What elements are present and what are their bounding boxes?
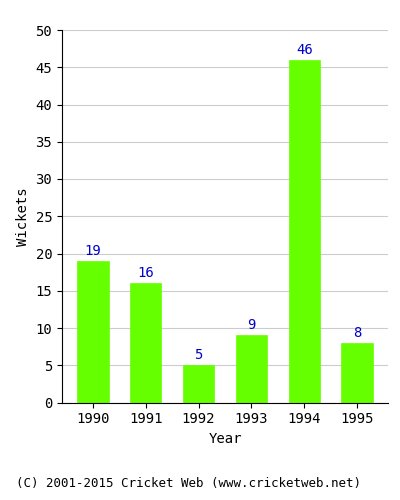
Y-axis label: Wickets: Wickets bbox=[16, 187, 30, 246]
X-axis label: Year: Year bbox=[208, 432, 242, 446]
Bar bbox=[77, 261, 108, 402]
Bar bbox=[130, 284, 162, 403]
Bar bbox=[288, 60, 320, 402]
Text: 16: 16 bbox=[137, 266, 154, 280]
Bar bbox=[183, 365, 214, 403]
Bar bbox=[236, 336, 267, 402]
Text: 8: 8 bbox=[353, 326, 362, 340]
Text: (C) 2001-2015 Cricket Web (www.cricketweb.net): (C) 2001-2015 Cricket Web (www.cricketwe… bbox=[16, 477, 361, 490]
Text: 46: 46 bbox=[296, 43, 313, 57]
Text: 19: 19 bbox=[84, 244, 101, 258]
Bar bbox=[342, 343, 373, 402]
Text: 5: 5 bbox=[194, 348, 203, 362]
Text: 9: 9 bbox=[247, 318, 256, 332]
